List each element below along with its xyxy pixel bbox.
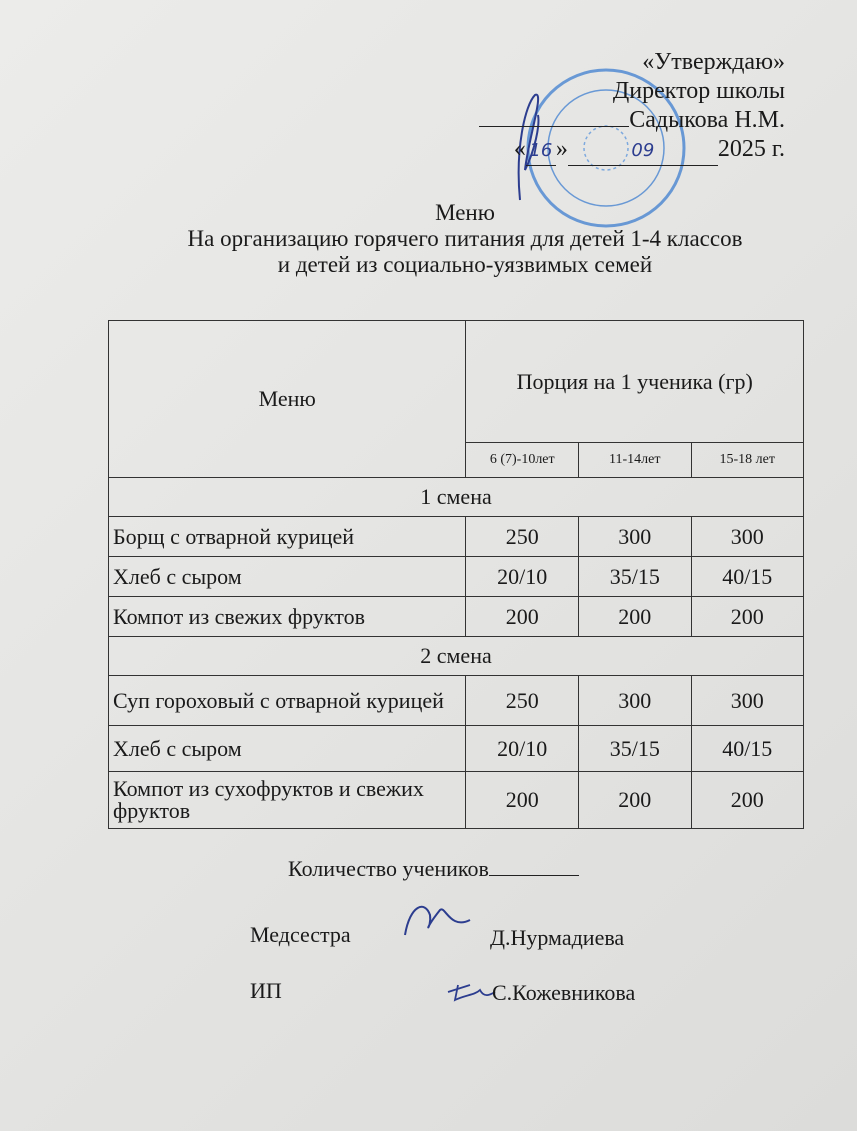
value: 35/15 [578, 556, 692, 597]
value: 200 [465, 771, 580, 829]
dish: Компот из свежих фруктов [107, 596, 467, 637]
nurse-signature [404, 905, 471, 936]
value: 40/15 [690, 556, 804, 597]
age-group: 6 (7)-10лет [465, 442, 580, 478]
approval-name-line: Садыкова Н.М. [479, 106, 785, 135]
table-row: Хлеб с сыром 20/10 35/15 40/15 [107, 725, 804, 772]
title-line-3: и детей из социально-уязвимых семей [277, 252, 653, 277]
value: 200 [578, 771, 692, 829]
date-day: 16 [525, 136, 556, 166]
quote-close: » [555, 136, 568, 162]
quote-open: « [513, 136, 526, 162]
menu-table: Меню Порция на 1 ученика (гр) 6 (7)-10ле… [107, 320, 804, 829]
date-month: 09 [567, 136, 718, 166]
date-year: 2025 г. [717, 136, 785, 162]
approval-position: Директор школы [612, 78, 785, 104]
value: 300 [578, 675, 692, 726]
table-row: Борщ с отварной курицей 250 300 300 [107, 516, 804, 557]
table-row: Хлеб с сыром 20/10 35/15 40/15 [107, 556, 804, 597]
value: 40/15 [690, 725, 804, 772]
approval-block: «Утверждаю» Директор школы Садыкова Н.М.… [479, 48, 785, 166]
dish: Суп гороховый с отварной курицей [107, 675, 467, 726]
students-label: Количество учеников [288, 856, 489, 881]
ip-signature [447, 984, 496, 1002]
value: 300 [690, 675, 804, 726]
ip-role: ИП [250, 978, 282, 1003]
value: 200 [690, 771, 804, 829]
dish: Хлеб с сыром [107, 725, 467, 772]
document-title: Меню На организацию горячего питания для… [0, 200, 857, 278]
value: 20/10 [465, 725, 580, 772]
value: 200 [690, 596, 804, 637]
value: 200 [578, 596, 692, 637]
table-row: Компот из сухофруктов и свежих фруктов 20… [107, 771, 804, 829]
header-menu: Меню [107, 320, 467, 478]
header-portion: Порция на 1 ученика (гр) [465, 320, 804, 443]
age-group: 11-14лет [578, 442, 692, 478]
approval-heading: «Утверждаю» [642, 49, 785, 75]
value: 300 [690, 516, 804, 557]
dish: Хлеб с сыром [107, 556, 467, 597]
students-count: Количество учеников [288, 856, 579, 882]
value: 300 [578, 516, 692, 557]
table-row: Компот из свежих фруктов 200 200 200 [107, 596, 804, 637]
title-line-2: На организацию горячего питания для дете… [187, 226, 743, 251]
value: 200 [465, 596, 580, 637]
table-row: Суп гороховый с отварной курицей 250 300 30… [107, 675, 804, 726]
age-group: 15-18 лет [690, 442, 804, 478]
value: 35/15 [578, 725, 692, 772]
ip-name: С.Кожевникова [492, 980, 636, 1005]
title-line-1: Меню [435, 200, 495, 225]
director-name: Садыкова Н.М. [629, 107, 785, 133]
shift-label: 1 смена [108, 477, 804, 517]
dish: Борщ с отварной курицей [107, 516, 467, 557]
value: 20/10 [465, 556, 580, 597]
approval-date: «16» 09 2025 г. [479, 135, 785, 166]
nurse-name: Д.Нурмадиева [490, 925, 625, 950]
value: 250 [465, 516, 580, 557]
dish: Компот из сухофруктов и свежих фруктов [107, 771, 467, 829]
shift-label: 2 смена [108, 636, 804, 676]
value: 250 [465, 675, 580, 726]
nurse-role: Медсестра [250, 922, 351, 947]
